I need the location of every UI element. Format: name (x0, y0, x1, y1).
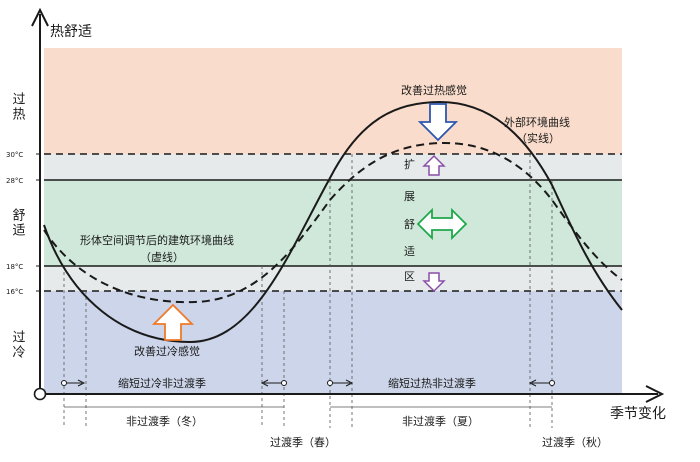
expand-zone-char-3: 舒 (404, 217, 415, 231)
shorten-cold-label: 缩短过冷非过渡季 (118, 376, 206, 390)
cold-zone-band (44, 291, 622, 394)
improve-overheat-label: 改善过热感觉 (401, 83, 467, 97)
extended-comfort-band-bottom (44, 266, 622, 291)
orange-up-arrow-icon (151, 303, 195, 341)
purple-down-arrow-icon (422, 272, 446, 293)
comfort-zone-band (44, 180, 622, 266)
purple-up-arrow-icon (422, 154, 446, 176)
season-winter-label: 非过渡季（冬） (126, 414, 203, 428)
green-double-arrow-icon (416, 207, 468, 241)
zone-hot-label: 过热 (10, 92, 26, 122)
expand-zone-char-1: 扩 (404, 157, 415, 171)
expand-zone-char-4: 适 (404, 245, 415, 258)
blue-down-arrow-icon (417, 103, 459, 142)
origin-circle (33, 387, 47, 401)
shorten-hot-end-marker (528, 379, 555, 387)
season-summer-label: 非过渡季（夏） (402, 414, 479, 428)
tick-label-28c: 28°C (6, 177, 23, 185)
y-axis-ticks (36, 153, 40, 292)
shorten-hot-start-marker (327, 379, 354, 387)
outer-curve-label-line2: （实线） (516, 131, 560, 145)
expand-zone-char-2: 展 (404, 190, 415, 203)
tick-label-30c: 30°C (6, 151, 23, 159)
zone-comfort-label: 舒适 (10, 208, 26, 238)
expand-zone-char-5: 区 (404, 270, 415, 283)
extended-comfort-band-top (44, 154, 622, 180)
building-environment-curve (43, 141, 623, 304)
inner-curve-label-line1: 形体空间调节后的建筑环境曲线 (80, 233, 234, 247)
inner-curve-label-line2: （虚线） (140, 250, 184, 264)
tick-label-18c: 18°C (6, 263, 23, 271)
hot-zone-band (44, 48, 622, 154)
shorten-hot-label: 缩短过热非过渡季 (388, 376, 476, 390)
y-axis-label: 热舒适 (50, 24, 92, 40)
season-autumn-label: 过渡季（秋） (542, 435, 608, 449)
season-guide-lines (63, 154, 553, 428)
shorten-cold-start-marker (61, 379, 86, 387)
improve-overcool-label: 改善过冷感觉 (134, 344, 200, 358)
zone-cold-label: 过冷 (10, 330, 26, 360)
shorten-cold-end-marker (260, 379, 287, 387)
outer-curve-label-line1: 外部环境曲线 (504, 115, 570, 129)
y-axis-arrowhead (31, 7, 49, 27)
tick-label-16c: 16°C (6, 288, 23, 296)
x-axis-arrowhead (645, 385, 665, 403)
x-axis-label: 季节变化 (610, 406, 666, 422)
season-spring-label: 过渡季（春） (270, 435, 336, 449)
outer-environment-curve (43, 100, 623, 344)
